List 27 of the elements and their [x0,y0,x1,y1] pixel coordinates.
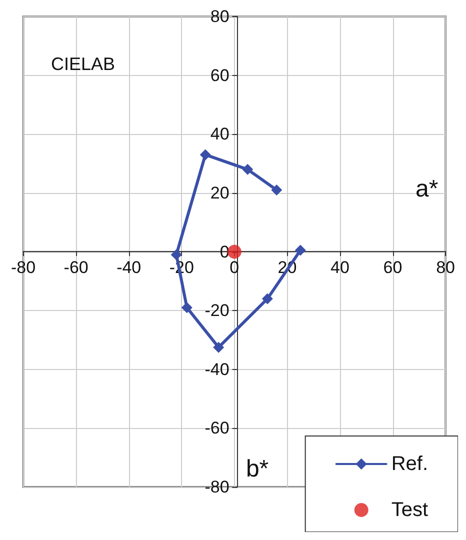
x-tick-label: 40 [330,258,350,277]
legend-label: Test [391,499,428,521]
x-tick-label: -40 [116,258,142,277]
x-tick-label: -60 [64,258,88,277]
y-tick-label: -40 [204,360,230,379]
point [262,293,273,304]
y-tick-label: 40 [210,124,230,144]
y-axis-title: b* [246,456,269,482]
point [242,164,254,175]
point [200,149,211,160]
y-tick-label: -60 [204,418,230,438]
y-tick-label: 80 [210,7,230,26]
x-tick-label: 80 [436,258,456,277]
point [170,249,182,260]
x-tick-label: -80 [10,258,36,277]
text: CIELAB [51,54,116,74]
y-tick-label: -20 [204,301,230,320]
y-tick-label: 60 [210,66,230,85]
point [271,184,282,196]
point [181,302,192,314]
y-tick-label: 20 [210,183,230,202]
y-tick-label: -80 [204,478,230,496]
x-tick-label: 60 [383,258,402,277]
legend-label: Ref. [391,453,428,475]
x-axis-title: a* [416,176,438,202]
point [213,342,224,353]
point [294,244,306,256]
